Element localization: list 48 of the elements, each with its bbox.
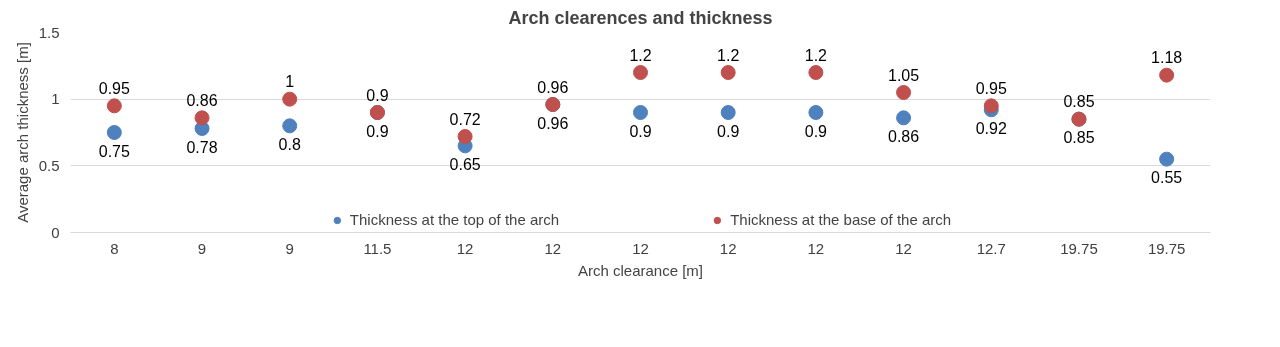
data-label: 0.75 xyxy=(98,142,131,160)
x-tick-label: 12 xyxy=(632,239,649,257)
legend-label: Thickness at the base of the arch xyxy=(730,211,952,228)
data-label: 0.85 xyxy=(1063,93,1095,111)
data-label: 0.78 xyxy=(186,138,218,156)
data-label: 0.9 xyxy=(366,122,389,140)
x-tick-label: 12.7 xyxy=(976,239,1006,257)
y-tick-label: 0.5 xyxy=(38,156,60,174)
chart-title: Arch clearences and thickness xyxy=(508,7,773,28)
data-label: 1.2 xyxy=(804,46,828,64)
data-label: 1.05 xyxy=(888,66,920,84)
x-tick-label: 12 xyxy=(807,239,825,257)
x-tick-label: 11.5 xyxy=(363,239,392,257)
x-tick-label: 19.75 xyxy=(1060,239,1098,257)
data-label: 0.86 xyxy=(186,91,218,109)
x-tick-label: 12 xyxy=(719,239,737,257)
x-tick-label: 12 xyxy=(456,239,474,257)
data-label: 0.92 xyxy=(975,119,1007,137)
x-tick-label: 19.75 xyxy=(1147,239,1186,257)
data-label: 1.2 xyxy=(717,46,740,64)
data-label: 1.2 xyxy=(629,46,652,64)
data-label: 0.65 xyxy=(449,155,481,173)
data-label: 0.85 xyxy=(1063,129,1095,147)
data-label: 0.9 xyxy=(366,86,389,104)
data-label: 0.9 xyxy=(717,122,740,140)
data-label: 0.96 xyxy=(537,78,569,96)
x-axis-title: Arch clearance [m] xyxy=(577,261,704,279)
y-axis-title: Average arch thickness [m] xyxy=(13,42,31,223)
y-tick-label: 1.5 xyxy=(38,23,60,41)
x-tick-label: 8 xyxy=(110,239,119,257)
data-label: 0.55 xyxy=(1151,169,1183,187)
y-tick-label: 0 xyxy=(51,223,60,241)
data-label: 0.95 xyxy=(98,79,131,97)
data-label: 0.9 xyxy=(804,122,828,140)
y-tick-label: 1 xyxy=(51,90,60,108)
data-label: 0.86 xyxy=(888,127,920,145)
data-label: 1 xyxy=(285,73,295,91)
data-label: 0.96 xyxy=(537,114,569,132)
x-tick-label: 9 xyxy=(285,239,294,257)
legend-label: Thickness at the top of the arch xyxy=(349,211,560,228)
x-tick-label: 12 xyxy=(544,239,562,257)
data-label: 0.9 xyxy=(629,122,652,140)
x-tick-label: 9 xyxy=(197,239,207,257)
x-tick-label: 12 xyxy=(895,239,912,257)
data-label: 0.95 xyxy=(975,79,1007,97)
data-label: 0.72 xyxy=(449,110,481,128)
data-label: 1.18 xyxy=(1151,49,1183,67)
data-label: 0.8 xyxy=(278,135,301,153)
